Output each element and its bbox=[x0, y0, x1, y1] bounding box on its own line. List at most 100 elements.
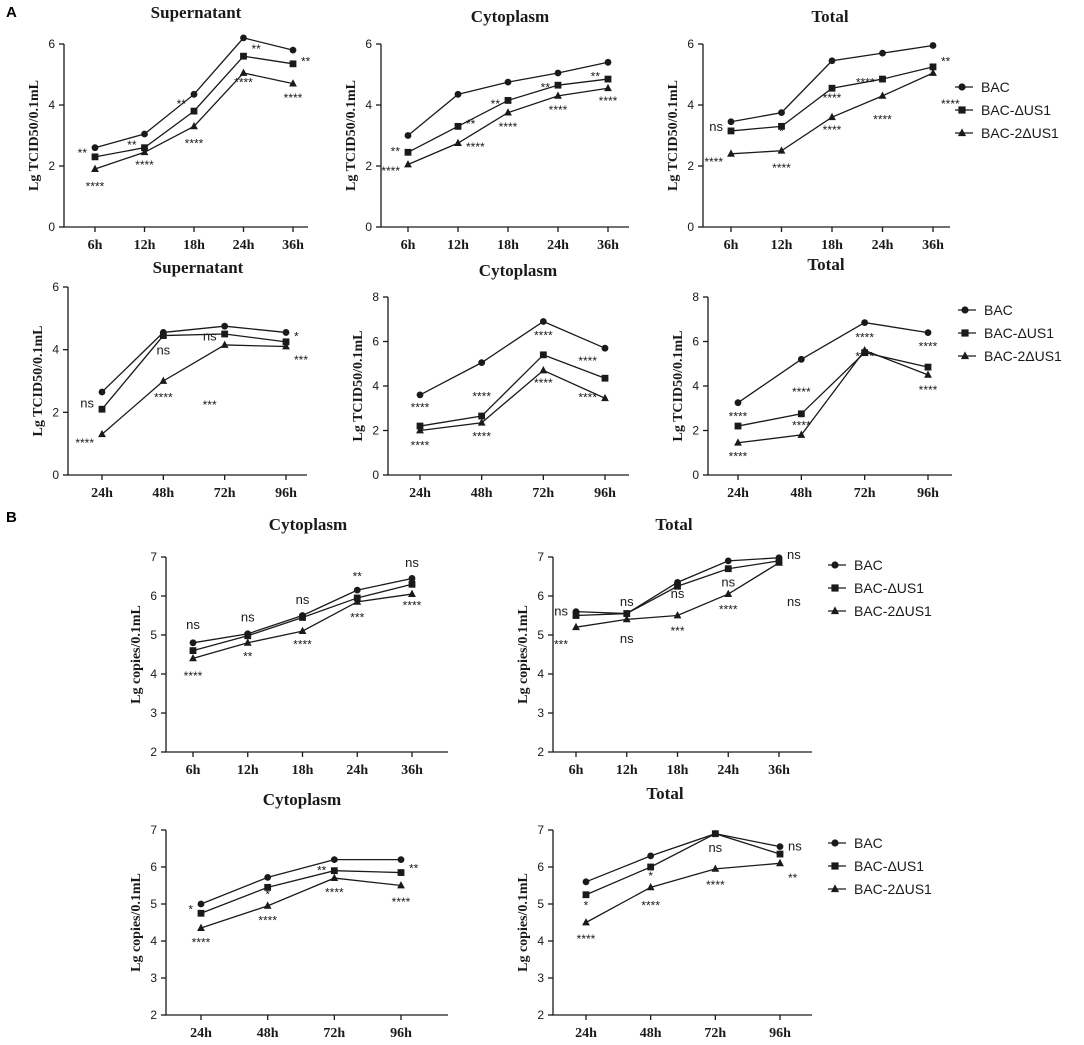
data-point-square bbox=[282, 338, 290, 346]
data-point-triangle bbox=[239, 68, 248, 76]
data-point-square bbox=[797, 410, 805, 418]
data-point-triangle bbox=[220, 340, 229, 348]
legend-label: BAC bbox=[854, 835, 883, 851]
legend-label: BAC-2ΔUS1 bbox=[981, 125, 1059, 141]
data-point-square bbox=[623, 610, 631, 617]
series-line-triangle bbox=[94, 72, 294, 170]
y-tick-label: 4 bbox=[687, 98, 694, 112]
data-point-circle bbox=[861, 319, 869, 326]
data-point-square bbox=[879, 75, 886, 83]
significance-label: ns bbox=[787, 547, 801, 562]
y-tick-label: 7 bbox=[150, 550, 157, 564]
data-point-triangle bbox=[734, 438, 742, 446]
significance-label: **** bbox=[293, 638, 312, 652]
data-point-circle bbox=[604, 58, 612, 66]
data-point-square bbox=[828, 84, 836, 92]
y-tick-label: 6 bbox=[537, 860, 544, 874]
data-point-triangle bbox=[197, 923, 205, 931]
chart-a6: Total 0 2 4 6 8 24h 48h 72h 96h Lg TCID50/0.1mL ***… bbox=[671, 255, 1062, 501]
y-tick-label: 4 bbox=[537, 934, 544, 948]
y-tick-label: 6 bbox=[687, 37, 694, 51]
x-tick-label: 24h bbox=[346, 763, 368, 778]
significance-label: ns bbox=[203, 328, 217, 343]
data-point-circle bbox=[197, 900, 205, 908]
legend-marker-square bbox=[831, 862, 839, 870]
legend-marker-circle bbox=[961, 306, 969, 314]
y-axis-label: Lg TCID50/0.1mL bbox=[351, 331, 366, 442]
data-point-circle bbox=[727, 118, 735, 126]
x-tick-label: 24h bbox=[190, 1026, 212, 1041]
y-tick-label: 6 bbox=[150, 589, 157, 603]
data-point-circle bbox=[282, 329, 290, 336]
chart-title: Total bbox=[811, 7, 848, 26]
data-point-square bbox=[647, 863, 655, 871]
x-tick-label: 72h bbox=[532, 486, 554, 501]
y-tick-label: 6 bbox=[52, 280, 59, 294]
data-point-triangle bbox=[929, 68, 937, 76]
y-axis-label: Lg copies/0.1mL bbox=[129, 605, 144, 704]
data-point-triangle bbox=[404, 160, 412, 168]
y-axis-label: Lg TCID50/0.1mL bbox=[666, 80, 681, 191]
data-point-square bbox=[416, 422, 424, 430]
data-point-square bbox=[778, 122, 785, 130]
x-tick-label: 24h bbox=[233, 238, 255, 253]
x-tick-label: 24h bbox=[409, 486, 431, 501]
data-point-circle bbox=[778, 109, 785, 117]
series-line-circle bbox=[419, 320, 606, 396]
chart-a3: Total 0 2 4 6 6h 12h 18h 24h 36h Lg TCID50/0.1mL ns… bbox=[666, 7, 1059, 253]
legend-marker-triangle bbox=[957, 128, 967, 137]
x-tick-label: 96h bbox=[917, 486, 939, 501]
significance-label: *** bbox=[554, 638, 568, 652]
x-tick-label: 18h bbox=[497, 238, 519, 253]
data-point-triangle bbox=[189, 654, 197, 662]
significance-label: * bbox=[294, 329, 299, 343]
chart-title: Cytoplasm bbox=[471, 7, 549, 26]
significance-label: ns bbox=[296, 592, 310, 607]
x-tick-label: 12h bbox=[447, 238, 469, 253]
significance-label: **** bbox=[919, 383, 938, 397]
y-tick-label: 2 bbox=[537, 1008, 544, 1022]
data-point-triangle bbox=[353, 597, 362, 605]
x-tick-label: 24h bbox=[717, 763, 739, 778]
legend-label: BAC-2ΔUS1 bbox=[984, 348, 1062, 364]
y-tick-label: 2 bbox=[48, 159, 55, 173]
data-point-circle bbox=[454, 90, 462, 98]
significance-label: **** bbox=[403, 599, 422, 613]
data-point-triangle bbox=[330, 873, 339, 881]
data-point-square bbox=[221, 330, 229, 338]
significance-label: **** bbox=[284, 91, 303, 105]
y-axis-label: Lg TCID50/0.1mL bbox=[31, 326, 46, 437]
data-point-triangle bbox=[539, 366, 548, 374]
data-point-triangle bbox=[604, 83, 612, 92]
y-axis-label: Lg copies/0.1mL bbox=[516, 873, 531, 972]
significance-label: **** bbox=[577, 932, 596, 946]
legend-marker-square bbox=[831, 584, 839, 592]
chart-a5: Cytoplasm 0 2 4 6 8 24h 48h 72h 96h Lg TCID50/0.1m… bbox=[351, 261, 629, 501]
y-tick-label: 2 bbox=[150, 1008, 157, 1022]
legend-marker-triangle bbox=[960, 351, 970, 360]
x-tick-label: 36h bbox=[597, 238, 619, 253]
significance-label: **** bbox=[411, 438, 430, 452]
x-tick-label: 48h bbox=[471, 486, 493, 501]
chart-b1: Cytoplasm 2 3 4 5 6 7 6h 12h 18h 24h 36h Lg copies/0… bbox=[129, 515, 448, 778]
series-line-square bbox=[585, 832, 781, 896]
y-tick-label: 6 bbox=[372, 335, 379, 349]
y-tick-label: 3 bbox=[537, 706, 544, 720]
series-line-triangle bbox=[101, 344, 287, 435]
significance-label: * bbox=[265, 887, 270, 901]
significance-label: **** bbox=[325, 886, 344, 900]
significance-label: ** bbox=[788, 871, 798, 885]
data-point-square bbox=[397, 869, 405, 876]
significance-label: ** bbox=[466, 117, 476, 131]
significance-label: **** bbox=[381, 164, 400, 178]
x-tick-label: 12h bbox=[771, 238, 793, 253]
x-tick-label: 72h bbox=[214, 486, 236, 501]
y-tick-label: 0 bbox=[687, 220, 694, 234]
significance-label: **** bbox=[729, 450, 748, 464]
significance-label: ** bbox=[409, 862, 419, 876]
data-point-triangle bbox=[860, 346, 869, 354]
x-tick-label: 18h bbox=[667, 763, 689, 778]
data-point-triangle bbox=[582, 918, 590, 926]
x-tick-label: 24h bbox=[547, 238, 569, 253]
